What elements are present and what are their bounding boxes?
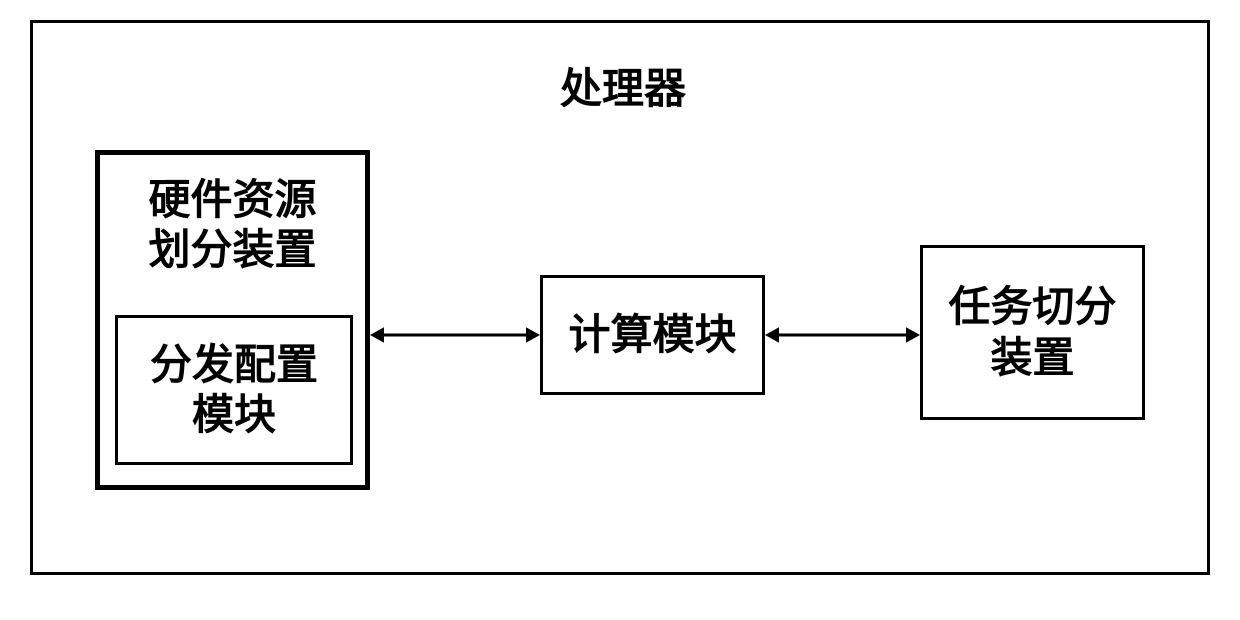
hw-line2: 划分装置 xyxy=(148,226,316,273)
dispatch-line1: 分发配置 xyxy=(150,341,318,388)
diagram-canvas: 处理器 硬件资源 划分装置 分发配置 模块 计算模块 任务切分 装置 xyxy=(0,0,1240,620)
outer-title: 处理器 xyxy=(560,55,686,116)
node-hardware-resource-label: 硬件资源 划分装置 xyxy=(148,175,316,276)
node-dispatch-config: 分发配置 模块 xyxy=(115,315,353,465)
node-dispatch-config-label: 分发配置 模块 xyxy=(150,340,318,441)
node-task-split: 任务切分 装置 xyxy=(920,245,1145,420)
node-compute-label: 计算模块 xyxy=(568,310,736,360)
node-compute: 计算模块 xyxy=(540,275,765,395)
task-line1: 任务切分 xyxy=(948,283,1116,330)
hw-line1: 硬件资源 xyxy=(148,176,316,223)
task-line2: 装置 xyxy=(990,334,1074,381)
node-task-split-label: 任务切分 装置 xyxy=(948,282,1116,383)
dispatch-line2: 模块 xyxy=(192,391,276,438)
